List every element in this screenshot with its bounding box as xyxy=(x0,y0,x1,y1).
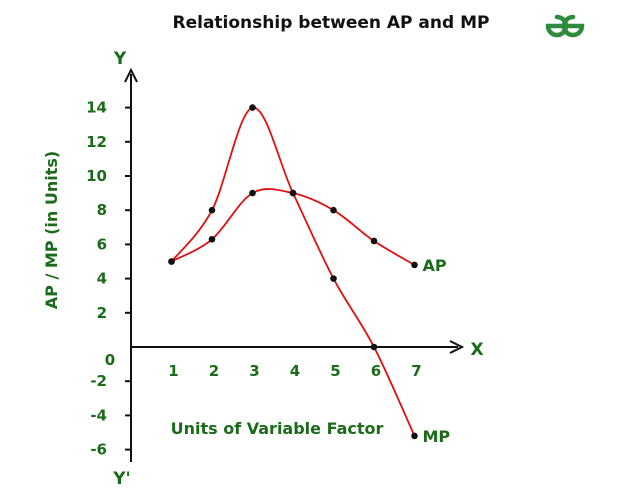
y-tick-label: 6 xyxy=(97,235,107,253)
mp-point xyxy=(370,343,378,351)
mp-point xyxy=(411,432,418,440)
y-tick-label: 14 xyxy=(86,99,107,117)
x-tick-label: 2 xyxy=(209,362,219,380)
y-tick-label: 2 xyxy=(97,304,107,322)
mp-point xyxy=(249,104,256,111)
y-axis-arrow xyxy=(124,67,138,83)
ap-point xyxy=(411,261,418,269)
origin-label: 0 xyxy=(105,351,115,369)
y-tick-label: 12 xyxy=(86,133,107,151)
axes xyxy=(124,67,465,462)
y-tick-label: 10 xyxy=(86,167,107,185)
y-tick-label: 8 xyxy=(97,201,107,219)
mp-point xyxy=(208,206,216,214)
ap-series-label: AP xyxy=(423,256,447,275)
mp-point xyxy=(330,275,337,282)
logo-right-g xyxy=(561,14,585,38)
logo-text: GG xyxy=(566,39,568,41)
mp-point xyxy=(289,189,297,197)
ap-point xyxy=(249,189,256,197)
logo xyxy=(545,14,585,38)
y-tick-label: 4 xyxy=(97,270,107,288)
x-tick-label: 7 xyxy=(411,362,421,380)
x-tick-label: 5 xyxy=(330,362,340,380)
ap-point xyxy=(208,235,216,243)
x-axis-title: Units of Variable Factor xyxy=(171,419,384,438)
ap-point xyxy=(370,237,378,245)
y-axis-title: AP / MP (in Units) xyxy=(42,151,61,309)
y-negative-letter: Y' xyxy=(112,469,131,489)
mp-series-label: MP xyxy=(423,427,451,446)
logo-left-g xyxy=(545,14,569,38)
y-tick-label: -6 xyxy=(90,441,107,459)
x-tick-label: 1 xyxy=(168,362,178,380)
x-tick-label: 3 xyxy=(249,362,259,380)
x-tick-label: 6 xyxy=(371,362,381,380)
y-tick-label: -4 xyxy=(90,406,107,424)
x-axis-letter: X xyxy=(470,340,483,360)
series-layer xyxy=(168,104,418,440)
y-tick-label: -2 xyxy=(90,372,107,390)
x-tick-label: 4 xyxy=(290,362,300,380)
y-axis-letter: Y xyxy=(113,49,127,69)
mp-point xyxy=(168,258,175,265)
ap-curve xyxy=(171,188,415,266)
mp-curve xyxy=(170,106,416,437)
ap-point xyxy=(330,206,337,214)
x-axis-arrow xyxy=(449,340,465,354)
chart-title: Relationship between AP and MP xyxy=(173,13,490,33)
